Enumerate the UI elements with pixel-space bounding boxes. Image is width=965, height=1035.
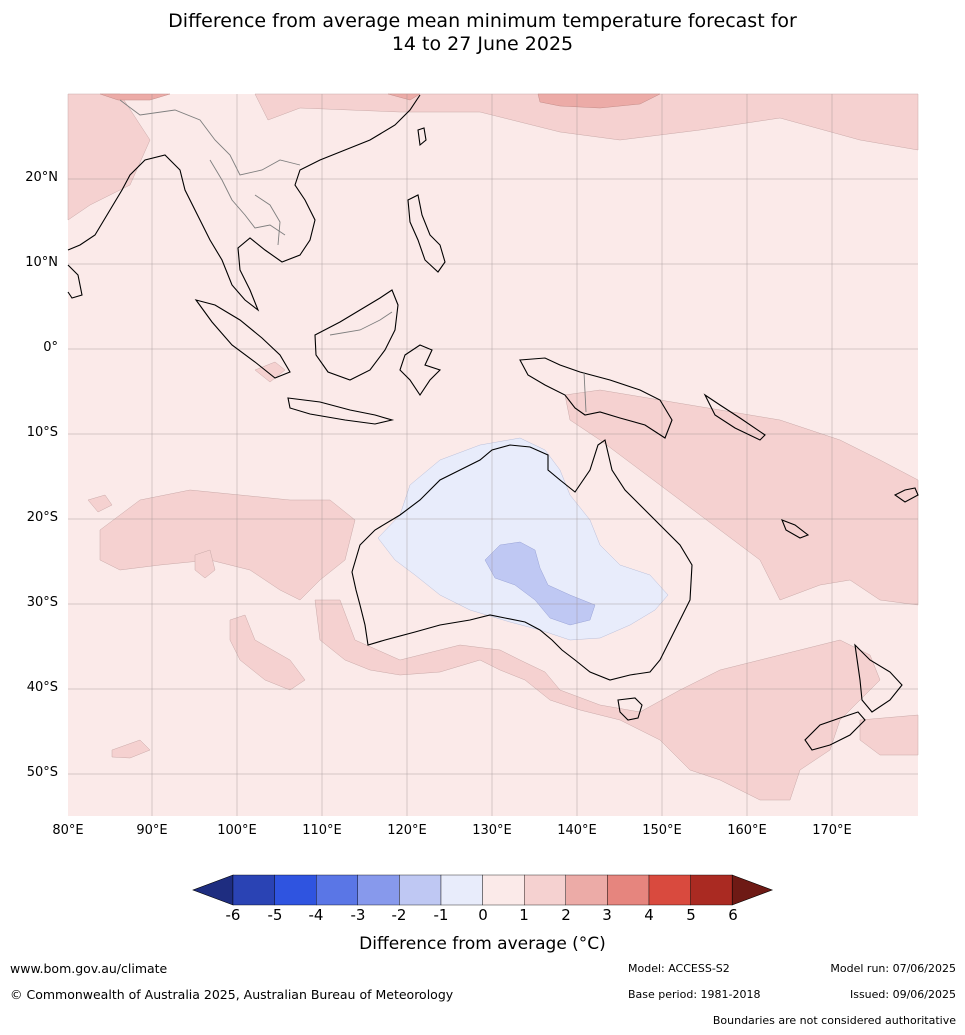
colorbar-extend-high: [731, 874, 774, 906]
new-zealand-north-coastline: [854, 643, 903, 713]
colorbar-extend-low: [192, 874, 234, 906]
footer-model-run: Model run: 07/06/2025: [830, 962, 956, 975]
colorbar-tick: -6: [225, 906, 241, 924]
lon-label-160e: 160°E: [727, 823, 767, 838]
title-line-1: Difference from average mean minimum tem…: [168, 10, 797, 32]
tasmania-coastline: [617, 697, 643, 721]
colorbar-title: Difference from average (°C): [359, 934, 606, 954]
lat-label-50s: 50°S: [26, 765, 58, 780]
colorbar-tick: -4: [308, 906, 324, 924]
colorbar-tick: -2: [391, 906, 407, 924]
sulawesi-coastline: [399, 344, 442, 396]
colorbar-swatch: [357, 874, 400, 906]
lon-label-100e: 100°E: [217, 823, 257, 838]
colorbar-swatch: [648, 874, 691, 906]
lat-label-10s: 10°S: [26, 425, 58, 440]
lon-label-170e: 170°E: [812, 823, 852, 838]
footer-copyright: © Commonwealth of Australia 2025, Austra…: [10, 987, 454, 1002]
colorbar-swatch: [690, 874, 733, 906]
colorbar-swatch: [607, 874, 650, 906]
colorbar-swatch: [440, 874, 483, 906]
lat-label-10n: 10°N: [25, 255, 58, 270]
colorbar-tick: -1: [433, 906, 449, 924]
lon-label-140e: 140°E: [557, 823, 597, 838]
java-coastline: [287, 397, 395, 425]
asia-mainland-coastline: [67, 94, 421, 312]
anomaly-minus-1-to-0-region: [377, 437, 669, 641]
footer-disclaimer: Boundaries are not considered authoritat…: [712, 1014, 956, 1027]
lon-label-110e: 110°E: [302, 823, 342, 838]
colorbar-swatch: [232, 874, 275, 906]
footer-model: Model: ACCESS-S2: [628, 962, 730, 975]
colorbar-tick: -5: [267, 906, 283, 924]
lat-label-20n: 20°N: [25, 170, 58, 185]
lat-label-0: 0°: [43, 340, 58, 355]
lat-label-20s: 20°S: [26, 510, 58, 525]
colorbar-tick: -3: [350, 906, 366, 924]
colorbar-swatch: [482, 874, 525, 906]
colorbar-tick: 2: [561, 906, 571, 924]
colorbar-swatch: [274, 874, 317, 906]
colorbar-tick: 3: [602, 906, 612, 924]
colorbar-tick: 1: [519, 906, 529, 924]
lat-label-40s: 40°S: [26, 680, 58, 695]
lon-label-150e: 150°E: [642, 823, 682, 838]
colorbar-tick: 5: [686, 906, 696, 924]
forecast-map: 20°N 10°N 0° 10°S 20°S 30°S 40°S 50°S: [25, 93, 919, 816]
fiji-coastline: [893, 487, 919, 503]
colorbar-tick: 4: [644, 906, 654, 924]
lon-label-80e: 80°E: [52, 823, 84, 838]
footer-base-period: Base period: 1981-2018: [628, 988, 761, 1001]
new-guinea-coastline: [519, 357, 673, 439]
map-title: Difference from average mean minimum tem…: [0, 10, 965, 56]
lat-label-30s: 30°S: [26, 595, 58, 610]
country-borders: [119, 99, 587, 413]
solomon-islands-coastline: [703, 393, 766, 441]
taiwan-coastline: [417, 127, 427, 147]
borneo-coastline: [314, 289, 399, 381]
lon-label-130e: 130°E: [472, 823, 512, 838]
colorbar-swatch: [565, 874, 608, 906]
india-coastline: [67, 264, 83, 299]
coastlines: [67, 94, 919, 751]
philippines-coastline: [407, 194, 446, 273]
colorbar-tick: 0: [478, 906, 488, 924]
anomaly-1-to-2-regions: [67, 93, 919, 801]
graticule: [68, 94, 918, 816]
new-zealand-south-coastline: [804, 711, 866, 751]
title-line-2: 14 to 27 June 2025: [391, 33, 574, 55]
sumatra-coastline: [194, 299, 291, 379]
colorbar-tick: 6: [728, 906, 738, 924]
anomaly-2-to-3-regions: [99, 93, 661, 109]
new-caledonia-coastline: [781, 519, 810, 539]
footer-url[interactable]: www.bom.gov.au/climate: [10, 961, 168, 976]
colorbar-swatch: [524, 874, 567, 906]
footer-issued: Issued: 09/06/2025: [849, 988, 956, 1001]
colorbar-swatch: [316, 874, 359, 906]
lon-label-120e: 120°E: [387, 823, 427, 838]
lon-label-90e: 90°E: [136, 823, 168, 838]
australia-coastline: [351, 439, 693, 681]
colorbar-swatches: [192, 874, 774, 906]
colorbar-swatch: [399, 874, 442, 906]
